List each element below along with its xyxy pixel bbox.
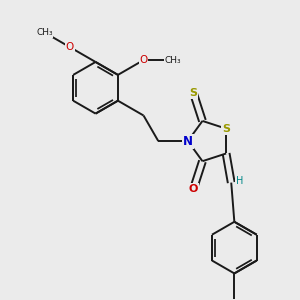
Text: S: S	[222, 124, 230, 134]
Text: O: O	[189, 184, 198, 194]
Text: S: S	[189, 88, 197, 98]
Text: N: N	[183, 135, 193, 148]
Text: O: O	[66, 42, 74, 52]
Text: H: H	[236, 176, 244, 186]
Text: CH₃: CH₃	[165, 56, 182, 64]
Text: CH₃: CH₃	[36, 28, 53, 37]
Text: O: O	[140, 55, 148, 65]
